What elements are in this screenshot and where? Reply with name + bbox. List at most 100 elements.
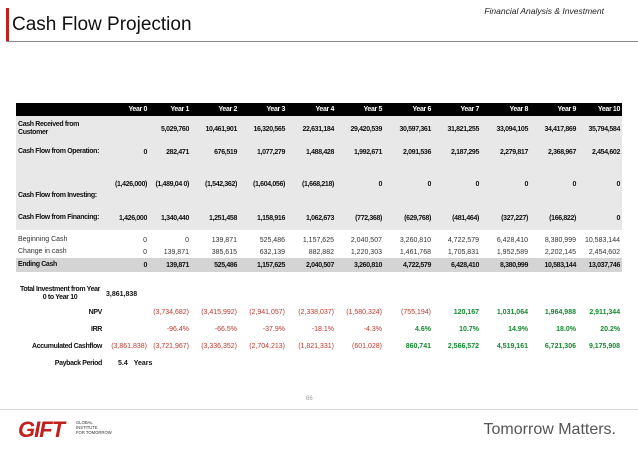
table-cell: 3,861,838 [106,290,138,298]
column-header: Year 7 [433,103,481,116]
logo-subtext-line: INSTITUTE [76,425,98,431]
table-cell: (1,821,331) [298,343,334,350]
table-cell: 2,911,344 [589,309,621,316]
row-label: Change in cash [18,247,67,255]
table-cell: 1,964,988 [544,309,576,316]
column-header: Year 5 [336,103,384,116]
table-cell: (629,768) [384,206,433,230]
table-cell: 33,094,105 [481,116,530,142]
column-header: Year 6 [384,103,433,116]
table-cell: 2,454,602 [578,142,622,162]
table-cell: (3,415,992) [201,309,237,316]
table-cell: 139,871 [163,248,189,256]
table-cell: 676,519 [191,142,239,162]
table-cell: (3,721,967) [153,343,189,350]
row-label: Beginning Cash [18,235,68,243]
table-cell: (1,668,218) [287,162,336,206]
table-cell: 882,882 [308,248,334,256]
table-cell: 632,139 [259,248,285,256]
table-cell: 1,461,768 [399,248,431,256]
table-cell: (2,704,213) [249,343,285,350]
table-cell: (3,336,352) [201,343,237,350]
table-cell: 35,794,584 [578,116,622,142]
table-cell: 1,992,671 [336,142,384,162]
column-header: Year 1 [149,103,191,116]
row-label: Cash Flow from Investing: [16,162,104,206]
table-cell: 34,417,869 [530,116,578,142]
logo-subtext-line: GLOBAL [76,420,93,425]
table-cell: 2,454,602 [588,248,620,256]
title-accent-bar [6,8,9,41]
table-cell: 4,519,161 [496,343,528,350]
table-row: IRR -96.4% -66.5% -37.9% -18.1% -4.3% 4.… [16,321,622,338]
row-label: Accumulated Cashflow [31,342,102,350]
cash-flow-table: Year 0 Year 1 Year 2 Year 3 Year 4 Year … [16,103,622,272]
table-cell: (3,861,838) [111,343,147,350]
table-cell: (1,542,362) [191,162,239,206]
table-cell: 9,175,908 [588,343,621,350]
investment-analysis-table: Total Investment from Year 0 to Year 10 … [16,284,622,372]
row-label: IRR [90,325,102,333]
logo-subtext-line: FOR TOMORROW [76,430,112,436]
table-cell: (772,368) [336,206,384,230]
table-cell: 2,040,507 [350,236,382,244]
table-cell: 2,566,572 [447,343,479,350]
table-cell: 3,260,810 [399,236,431,244]
table-cell: 2,187,295 [433,142,481,162]
table-cell: 22,631,184 [287,116,336,142]
table-cell: 30,597,361 [384,116,433,142]
page-title: Cash Flow Projection [12,14,192,35]
title-divider [6,41,638,42]
payback-unit: Years [133,360,153,367]
row-label: Payback Period [54,359,103,367]
column-header: Year 0 [104,103,149,116]
page-number: 66 [306,396,313,402]
table-cell: 0 [143,248,147,256]
row-label: Cash Flow from Financing: [16,206,104,230]
column-header: Year 3 [239,103,287,116]
table-cell: 860,741 [405,343,431,350]
table-cell: (1,604,056) [239,162,287,206]
table-cell: 20.2% [600,326,621,333]
table-row: Cash Flow from Investing: (1,426,000) (1… [16,162,622,206]
table-cell: -66.5% [214,326,237,333]
table-row: Change in cash 0 139,871 385,615 632,139… [16,246,622,258]
column-header: Year 4 [287,103,336,116]
table-cell: 1,158,916 [239,206,287,230]
table-cell: 0 [384,162,433,206]
table-row: Ending Cash 0 139,871 525,486 1,157,625 … [16,258,622,272]
table-cell: -4.3% [363,326,382,333]
table-cell: 5,029,760 [149,116,191,142]
table-cell: 1,157,625 [302,236,334,244]
column-header: Year 9 [530,103,578,116]
header-category: Financial Analysis & Investment [484,6,604,16]
table-cell: 139,871 [211,236,237,244]
table-cell: 0 [185,236,189,244]
table-cell: (1,580,324) [346,309,382,316]
table-row: Cash Flow from Operation: 0 282,471 676,… [16,142,622,162]
table-cell: 0 [336,162,384,206]
column-header: Year 2 [191,103,239,116]
logo-wordmark: GIFT [18,417,65,442]
table-cell: 4.6% [415,326,431,333]
table-cell: (1,426,000) [104,162,149,206]
table-cell: 1,062,673 [287,206,336,230]
row-label: NPV [88,308,103,316]
table-cell: 1,031,064 [496,309,528,316]
table-cell: (2,941,057) [249,309,285,316]
table-cell: 0 [104,258,149,272]
table-cell: (601,028) [352,343,382,350]
table-cell: 2,279,817 [481,142,530,162]
table-cell: 1,340,440 [149,206,191,230]
table-cell: 6,428,410 [433,258,481,272]
table-cell: (2,338,037) [298,309,334,316]
row-label: Cash Received from Customer [16,116,104,142]
table-cell: 139,871 [149,258,191,272]
column-header: Year 10 [578,103,622,116]
table-cell: 14.9% [508,326,528,333]
table-cell: (327,227) [481,206,530,230]
footer-divider [0,409,638,410]
table-cell: (755,194) [401,309,431,316]
table-cell: 3,260,810 [336,258,384,272]
table-cell: 8,380,999 [544,236,576,244]
